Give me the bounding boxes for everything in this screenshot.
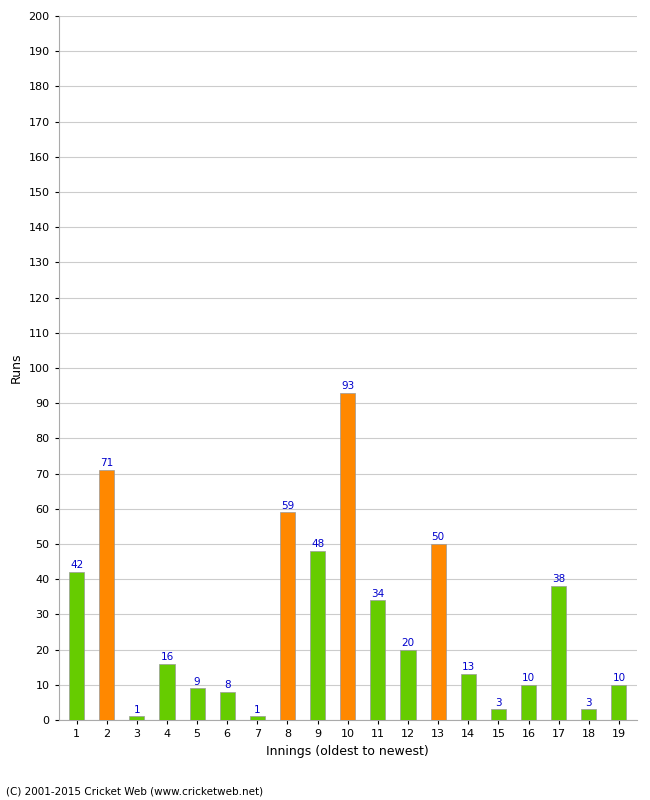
Bar	[340, 393, 356, 720]
Text: 71: 71	[100, 458, 113, 468]
Text: 48: 48	[311, 539, 324, 550]
Bar	[250, 717, 265, 720]
Bar	[612, 685, 627, 720]
Bar	[69, 572, 84, 720]
Bar	[491, 710, 506, 720]
Text: 9: 9	[194, 677, 200, 686]
Text: 16: 16	[161, 652, 174, 662]
Text: 10: 10	[522, 673, 535, 683]
Bar	[310, 551, 325, 720]
Bar	[99, 470, 114, 720]
Text: 10: 10	[612, 673, 625, 683]
Bar	[280, 512, 295, 720]
Bar	[129, 717, 144, 720]
Text: 93: 93	[341, 381, 354, 391]
Text: 3: 3	[495, 698, 502, 708]
Text: 42: 42	[70, 560, 83, 570]
Text: 34: 34	[371, 589, 385, 598]
Bar	[400, 650, 415, 720]
Bar	[581, 710, 596, 720]
Bar	[461, 674, 476, 720]
Text: 50: 50	[432, 532, 445, 542]
Text: 8: 8	[224, 680, 231, 690]
Text: 1: 1	[254, 705, 261, 714]
Bar	[190, 688, 205, 720]
Bar	[551, 586, 566, 720]
Text: 3: 3	[586, 698, 592, 708]
Bar	[370, 600, 385, 720]
Y-axis label: Runs: Runs	[10, 353, 23, 383]
Bar	[159, 664, 174, 720]
Text: (C) 2001-2015 Cricket Web (www.cricketweb.net): (C) 2001-2015 Cricket Web (www.cricketwe…	[6, 786, 264, 796]
Text: 20: 20	[402, 638, 415, 648]
Text: 1: 1	[133, 705, 140, 714]
Text: 59: 59	[281, 501, 294, 510]
Bar	[430, 544, 446, 720]
Bar	[521, 685, 536, 720]
X-axis label: Innings (oldest to newest): Innings (oldest to newest)	[266, 745, 429, 758]
Text: 13: 13	[462, 662, 475, 673]
Text: 38: 38	[552, 574, 566, 585]
Bar	[220, 692, 235, 720]
